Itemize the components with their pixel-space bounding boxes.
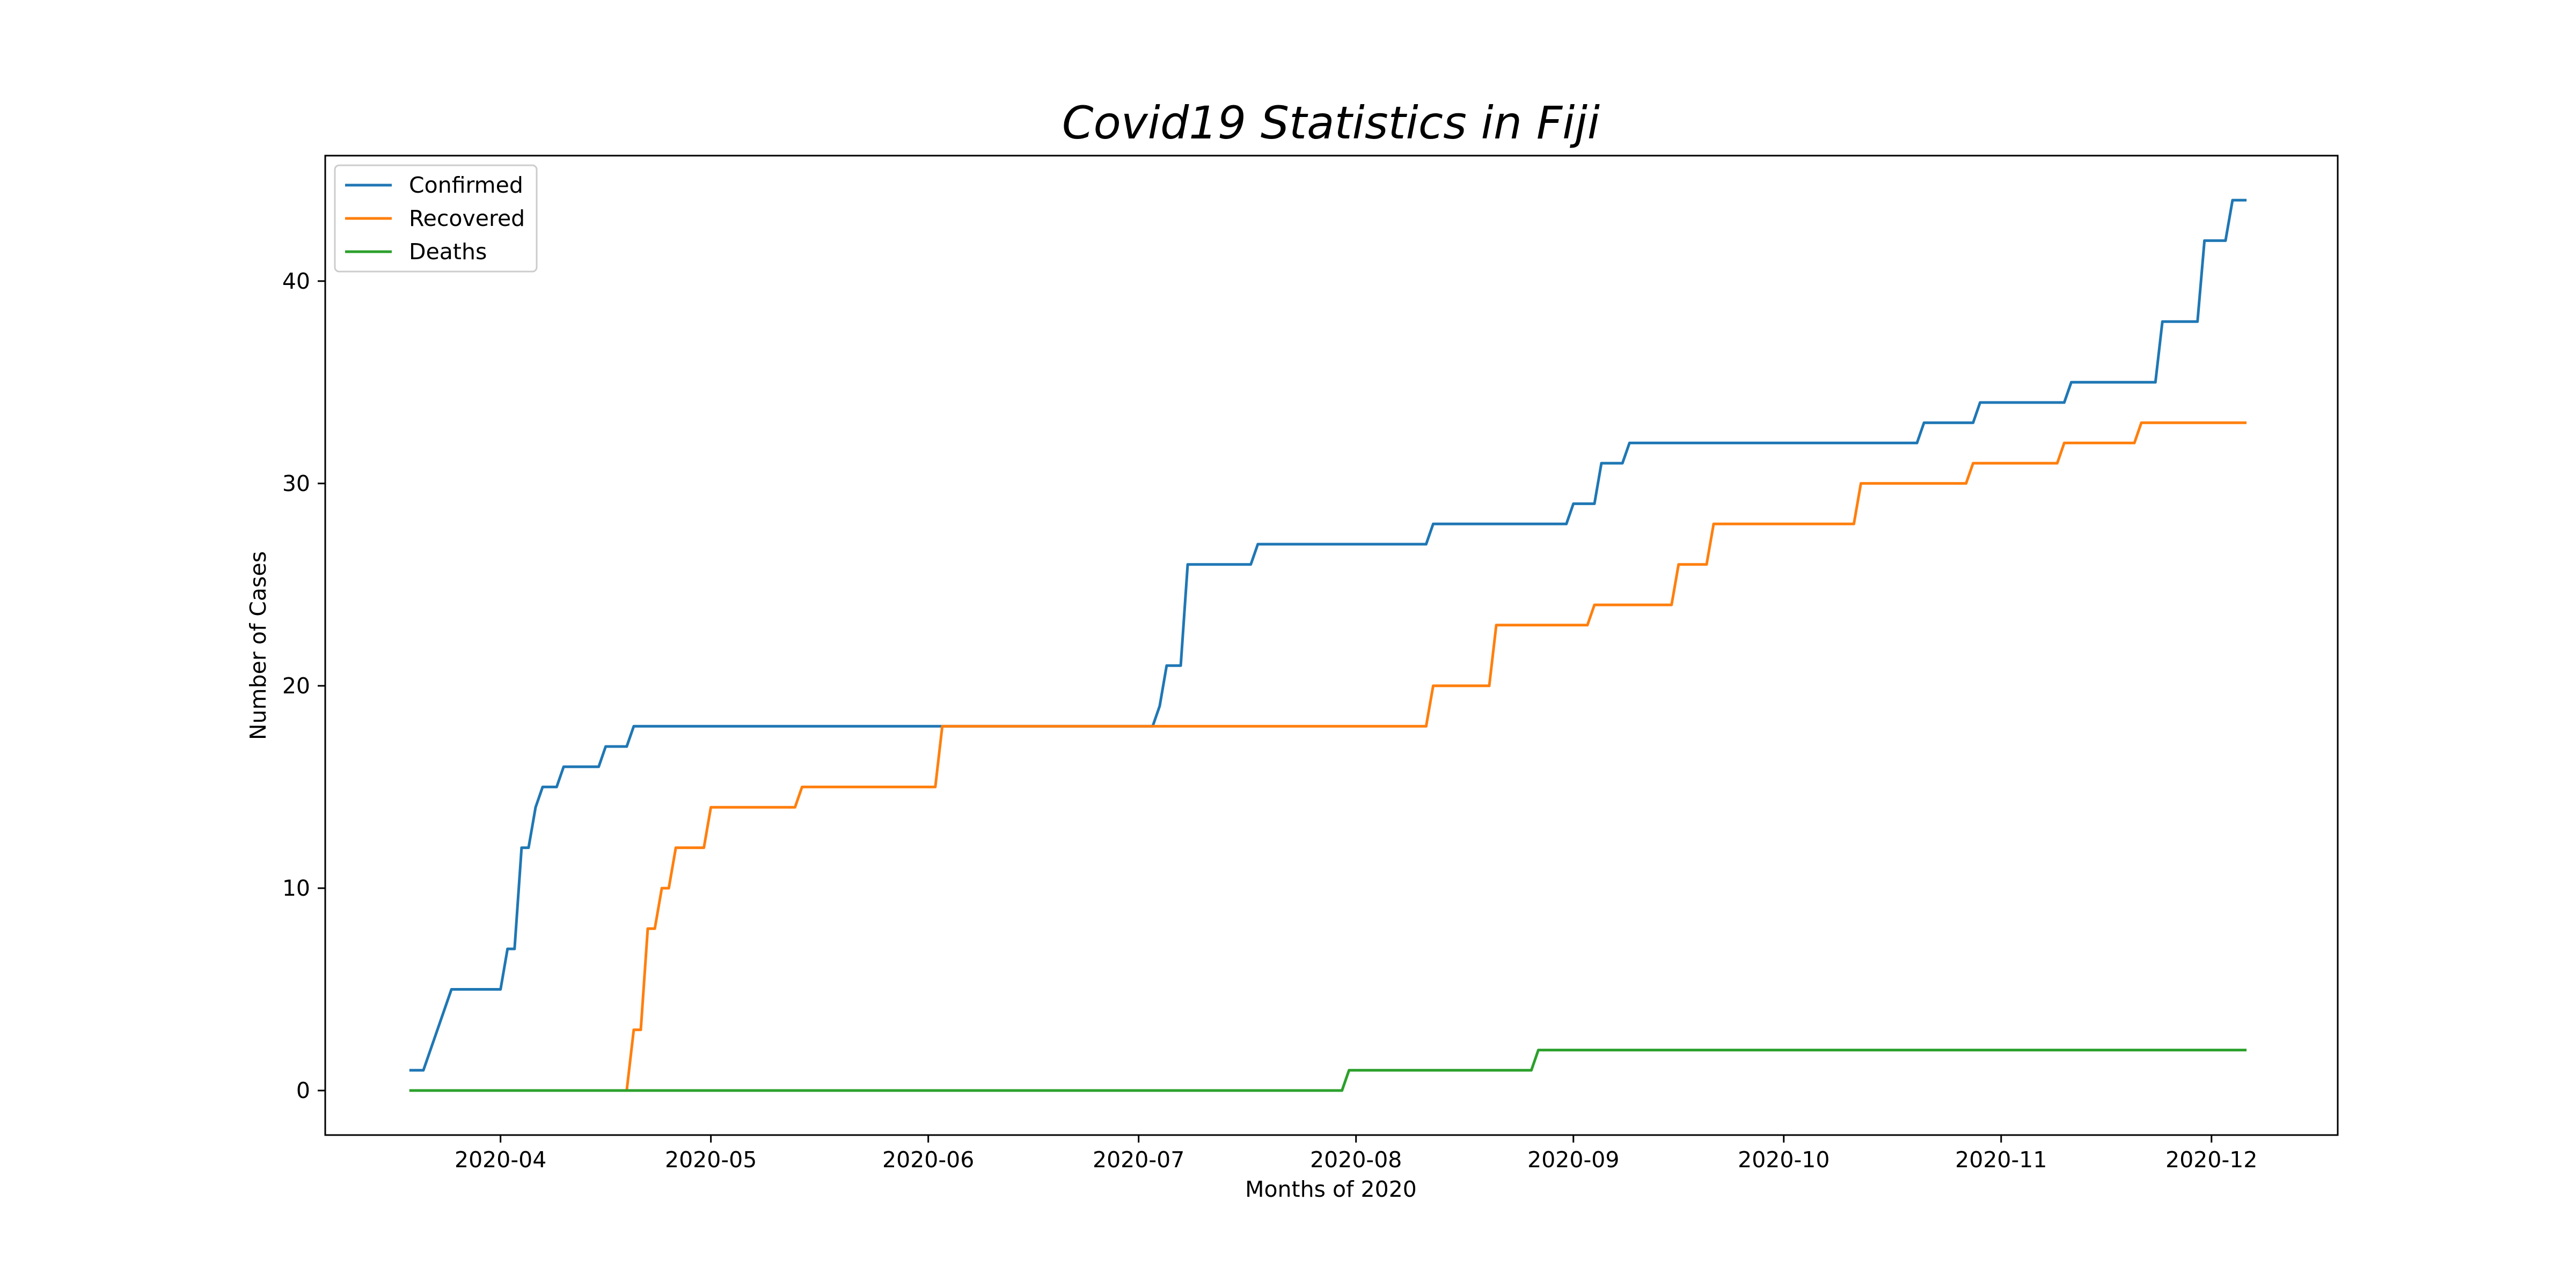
y-tick-label: 20 xyxy=(282,673,310,699)
legend: Confirmed Recovered Deaths xyxy=(334,164,538,273)
x-tick-label: 2020-08 xyxy=(1310,1147,1402,1173)
y-tick-label: 40 xyxy=(282,268,310,294)
x-axis-label: Months of 2020 xyxy=(1245,1176,1417,1202)
series-line-recovered xyxy=(409,421,2247,1092)
x-tick-label: 2020-07 xyxy=(1093,1147,1184,1173)
x-tick-label: 2020-06 xyxy=(882,1147,974,1173)
x-axis: 2020-04 2020-05 2020-06 2020-07 2020-08 2020-… xyxy=(455,1135,2257,1173)
x-tick-label: 2020-12 xyxy=(2165,1147,2257,1173)
series-layer xyxy=(409,199,2247,1092)
y-axis-label: Number of Cases xyxy=(245,551,271,740)
y-tick-label: 30 xyxy=(282,471,310,496)
legend-label-deaths: Deaths xyxy=(409,239,487,265)
y-axis: 0 10 20 30 40 xyxy=(282,268,325,1103)
y-tick-label: 10 xyxy=(282,875,310,901)
legend-label-confirmed: Confirmed xyxy=(409,172,523,198)
x-tick-label: 2020-05 xyxy=(665,1147,757,1173)
legend-label-recovered: Recovered xyxy=(409,206,525,231)
legend-frame xyxy=(334,164,538,273)
plot-area-frame xyxy=(324,155,2339,1136)
x-tick-label: 2020-10 xyxy=(1738,1147,1829,1173)
x-tick-label: 2020-11 xyxy=(1955,1147,2047,1173)
x-tick-label: 2020-04 xyxy=(455,1147,546,1173)
series-line-deaths xyxy=(409,1049,2247,1092)
series-line-confirmed xyxy=(409,199,2247,1072)
y-tick-label: 0 xyxy=(296,1078,310,1103)
chart-title: Covid19 Statistics in Fiji xyxy=(1062,97,1600,149)
x-tick-label: 2020-09 xyxy=(1527,1147,1619,1173)
